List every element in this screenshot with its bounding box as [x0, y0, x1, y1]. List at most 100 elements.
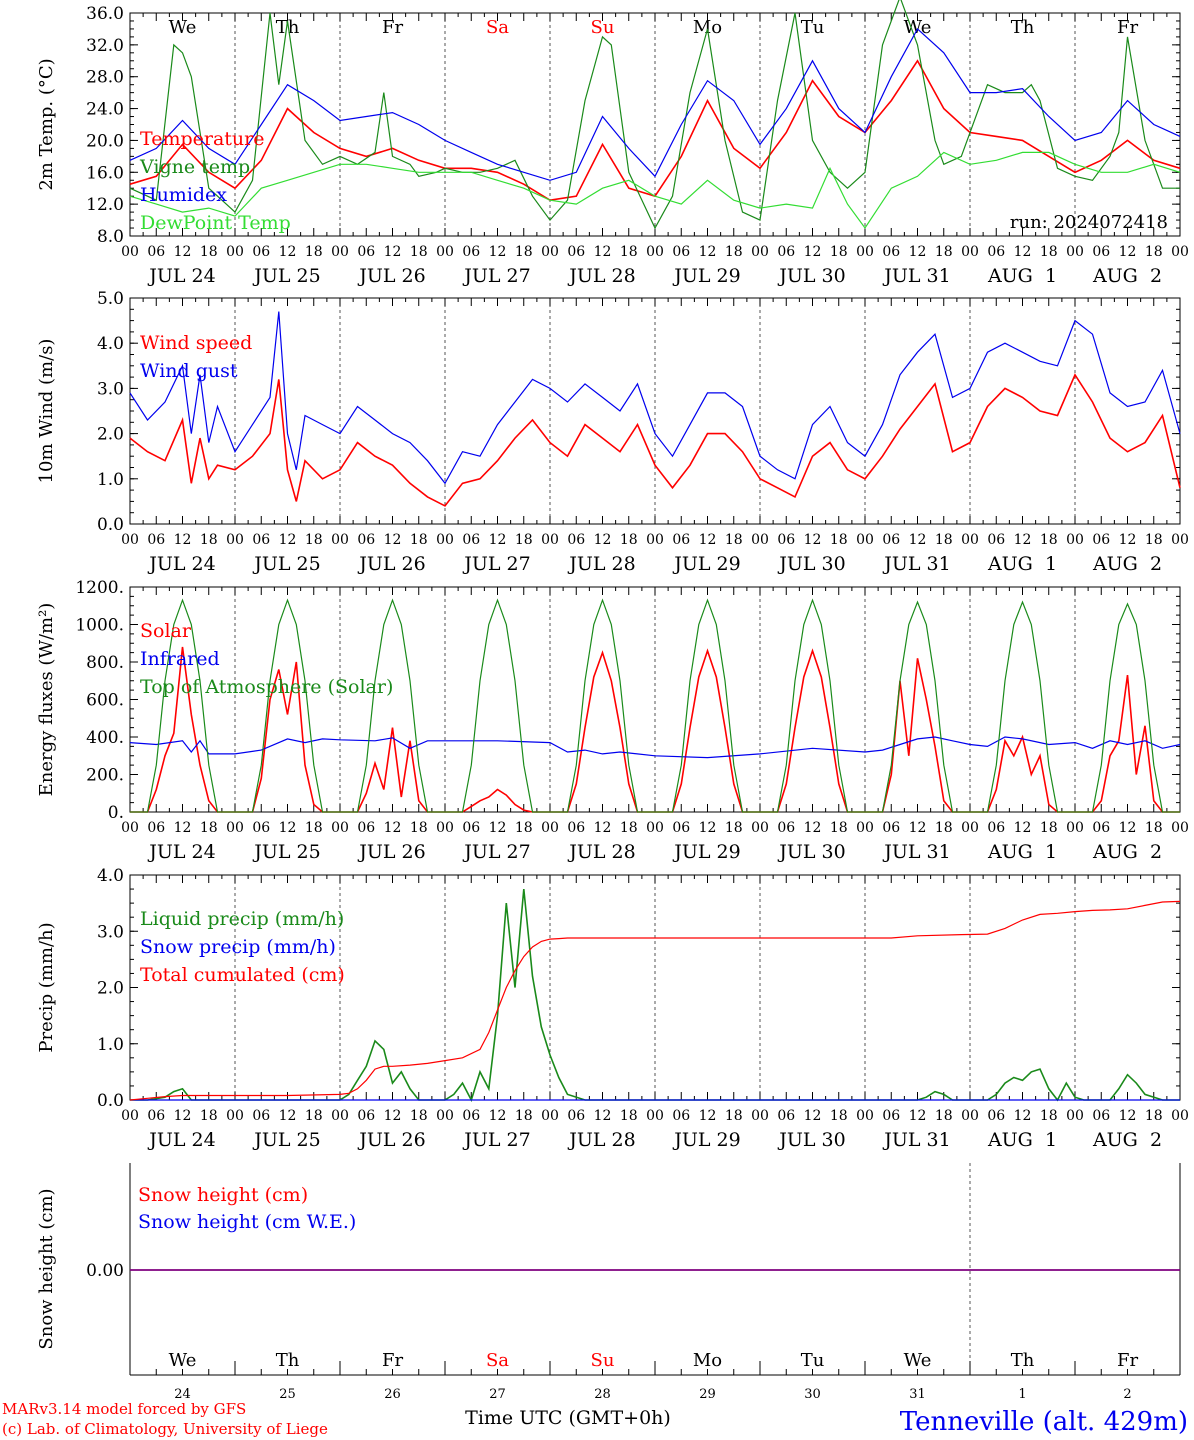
hour-label: 12	[384, 1108, 402, 1124]
day-name: Mo	[693, 17, 722, 38]
hour-label: 00	[961, 820, 979, 836]
y-tick-label: 800.	[86, 653, 124, 673]
date-label: AUG 1	[987, 265, 1057, 287]
hour-label: 06	[882, 532, 900, 548]
hour-label: 06	[1092, 820, 1110, 836]
y-axis-label: Energy fluxes (W/m²)	[36, 603, 57, 797]
hour-label: 06	[987, 244, 1005, 260]
hour-label: 12	[804, 244, 822, 260]
hour-label: 00	[226, 820, 244, 836]
hour-label: 12	[1014, 532, 1032, 548]
hour-label: 06	[462, 244, 480, 260]
hour-label: 12	[1119, 532, 1137, 548]
day-number: 2	[1123, 1387, 1131, 1402]
series-line	[129, 900, 1181, 1101]
date-label: JUL 30	[777, 841, 845, 863]
date-label: AUG 2	[1092, 841, 1162, 863]
hour-label: 18	[935, 244, 953, 260]
hour-label: 06	[357, 820, 375, 836]
date-label: JUL 30	[777, 553, 845, 575]
hour-label: 12	[384, 532, 402, 548]
hour-label: 12	[909, 532, 927, 548]
hour-label: 06	[777, 532, 795, 548]
hour-label: 18	[725, 532, 743, 548]
hour-label: 12	[279, 1108, 297, 1124]
hour-label: 12	[279, 532, 297, 548]
hour-label: 18	[935, 532, 953, 548]
hour-label: 12	[1119, 1108, 1137, 1124]
y-tick-label: 20.0	[86, 131, 124, 151]
y-tick-label: 1000.	[75, 616, 124, 636]
y-tick-label: 1200.	[75, 578, 124, 598]
date-label: JUL 26	[357, 265, 425, 287]
date-label: JUL 24	[147, 553, 215, 575]
legend-entry: Wind gust	[140, 360, 238, 382]
hour-label: 18	[830, 820, 848, 836]
day-number: 27	[489, 1387, 506, 1402]
hour-label: 06	[1092, 1108, 1110, 1124]
date-label: AUG 1	[987, 553, 1057, 575]
hour-label: 12	[1119, 820, 1137, 836]
legend-entry: Vigne temp	[139, 156, 250, 178]
hour-label: 06	[147, 1108, 165, 1124]
lab-credit: (c) Lab. of Climatology, University of L…	[2, 1420, 328, 1438]
date-label: JUL 24	[147, 265, 215, 287]
panel-2: 0.0 1.0 2.0 3.0 4.0 5.0 10m Wind (m/s) Wind spe…	[36, 289, 1189, 575]
hour-label: 00	[541, 244, 559, 260]
y-tick-label: 1.0	[97, 470, 124, 490]
hour-label: 18	[200, 820, 218, 836]
day-name: Sa	[486, 17, 509, 38]
hour-label: 18	[1145, 532, 1163, 548]
y-tick-label: 1.0	[97, 1035, 124, 1055]
hour-label: 12	[384, 244, 402, 260]
hour-label: 18	[305, 820, 323, 836]
hour-label: 00	[436, 820, 454, 836]
day-name: Mo	[693, 1350, 722, 1371]
hour-label: 06	[987, 532, 1005, 548]
date-label: JUL 27	[462, 553, 530, 575]
hour-label: 00	[646, 1108, 664, 1124]
date-label: JUL 30	[777, 265, 845, 287]
hour-label: 12	[174, 1108, 192, 1124]
model-credit: MARv3.14 model forced by GFS	[2, 1400, 246, 1418]
day-number: 31	[909, 1387, 926, 1402]
hour-label: 12	[804, 1108, 822, 1124]
hour-label: 12	[699, 244, 717, 260]
day-name: Th	[276, 1350, 300, 1371]
hour-label: 18	[1145, 1108, 1163, 1124]
hour-label: 00	[751, 1108, 769, 1124]
y-tick-label: 16.0	[86, 163, 124, 183]
hour-label: 12	[1014, 1108, 1032, 1124]
date-label: JUL 28	[567, 553, 635, 575]
legend-entry: Infrared	[140, 648, 220, 670]
legend-entry: Solar	[140, 620, 192, 642]
hour-label: 00	[1066, 820, 1084, 836]
day-number: 1	[1018, 1387, 1026, 1402]
hour-label: 00	[436, 1108, 454, 1124]
y-tick-label: 200.	[86, 766, 124, 786]
hour-label: 00	[331, 820, 349, 836]
hour-label: 18	[410, 244, 428, 260]
hour-label: 00	[121, 532, 139, 548]
day-name: Fr	[1117, 1350, 1138, 1371]
y-tick-label: 3.0	[97, 379, 124, 399]
day-number: 25	[279, 1387, 296, 1402]
hour-label: 18	[200, 532, 218, 548]
hour-label: 12	[1014, 244, 1032, 260]
hour-label: 06	[252, 244, 270, 260]
hour-label: 00	[646, 820, 664, 836]
hour-label: 06	[252, 532, 270, 548]
series-line	[130, 598, 1180, 813]
hour-label: 12	[1014, 820, 1032, 836]
hour-label: 00	[856, 532, 874, 548]
y-tick-label: 4.0	[97, 866, 124, 886]
hour-label: 18	[935, 820, 953, 836]
hour-label: 18	[725, 1108, 743, 1124]
hour-label: 18	[725, 820, 743, 836]
y-tick-label: 0.0	[97, 515, 124, 535]
hour-label: 00	[751, 244, 769, 260]
hour-label: 06	[567, 1108, 585, 1124]
hour-label: 00	[331, 244, 349, 260]
day-name: Fr	[1117, 17, 1138, 38]
run-annotation: run: 2024072418	[1010, 212, 1168, 233]
